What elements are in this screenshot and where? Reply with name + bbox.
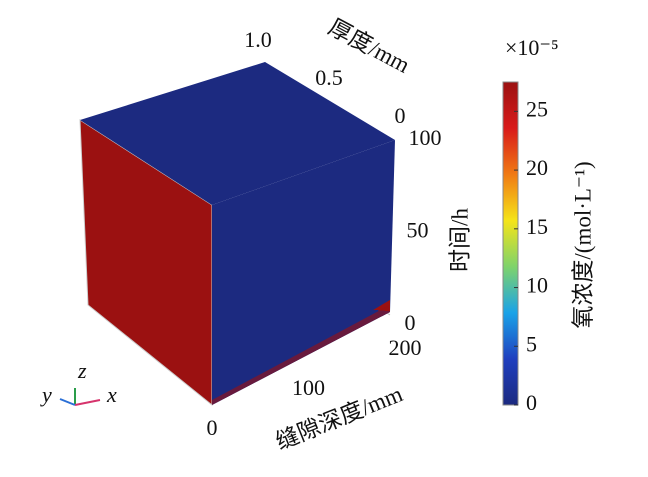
colorbar-tick-label: 15 [526,214,548,239]
colorbar-tick-label: 0 [526,390,537,415]
concentration-edge [212,305,390,405]
colorbar [502,81,519,406]
depth-tick-label: 100 [292,375,325,400]
z-label: z [77,358,87,383]
colorbar-multiplier: ×10⁻⁵ [505,35,559,60]
time-tick-label: 100 [409,125,442,150]
time-tick-label: 0 [405,310,416,335]
cube-top-face [80,62,395,205]
colorbar-label: 氧浓度/(mol·L⁻¹) [570,161,595,328]
thickness-tick-label: 0 [395,103,406,128]
x-label: x [106,382,117,407]
colorbar-tick-label: 5 [526,331,537,356]
time-axis-label: 时间/h [447,208,472,272]
depth-tick-label: 200 [389,335,422,360]
thickness-tick-label: 1.0 [244,27,272,52]
depth-tick-label: 0 [207,415,218,440]
thickness-tick-label: 0.5 [315,65,343,90]
y-label: y [40,382,52,407]
orientation-triad: z y x [40,358,117,407]
colorbar-tick-label: 20 [526,155,548,180]
colorbar-tick-label: 10 [526,273,548,298]
cube-right-face [212,140,395,405]
time-tick-label: 50 [407,218,429,243]
colorbar-tick-label: 25 [526,96,548,121]
